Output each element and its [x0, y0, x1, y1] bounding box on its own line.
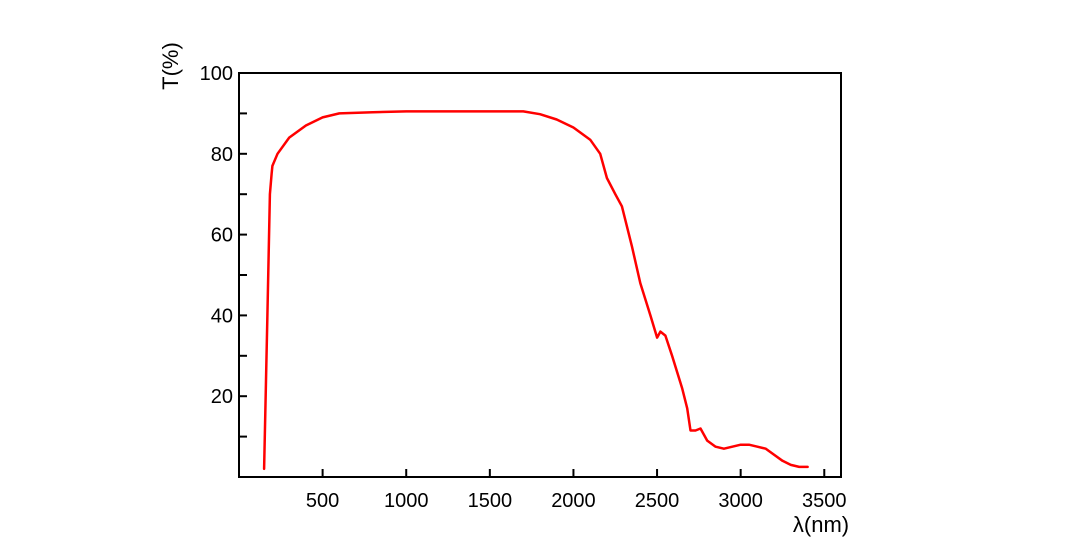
tick-label-group: 500 1000 1500 2000 2500 3000 3500 20 40 60 80 100: [200, 63, 847, 512]
y-axis-label: T(%): [158, 42, 183, 90]
x-tick-label-3000: 3000: [718, 490, 763, 512]
x-tick-label-3500: 3500: [802, 490, 847, 512]
x-tick-label-2500: 2500: [635, 490, 680, 512]
plot-frame: [238, 72, 842, 478]
x-tick-label-2000: 2000: [551, 490, 596, 512]
x-axis-label: λ(nm): [793, 512, 849, 537]
tick-group: [239, 72, 826, 477]
y-tick-label-80: 80: [211, 144, 233, 166]
x-tick-label-1500: 1500: [468, 490, 513, 512]
y-tick-label-100: 100: [200, 63, 233, 85]
y-tick-label-20: 20: [211, 386, 233, 408]
y-tick-label-60: 60: [211, 225, 233, 247]
x-tick-label-1000: 1000: [384, 490, 429, 512]
y-tick-label-40: 40: [211, 305, 233, 327]
y-axis-label-group: T(%): [158, 42, 183, 90]
x-tick-label-500: 500: [306, 490, 339, 512]
transmittance-curve: [262, 110, 809, 471]
